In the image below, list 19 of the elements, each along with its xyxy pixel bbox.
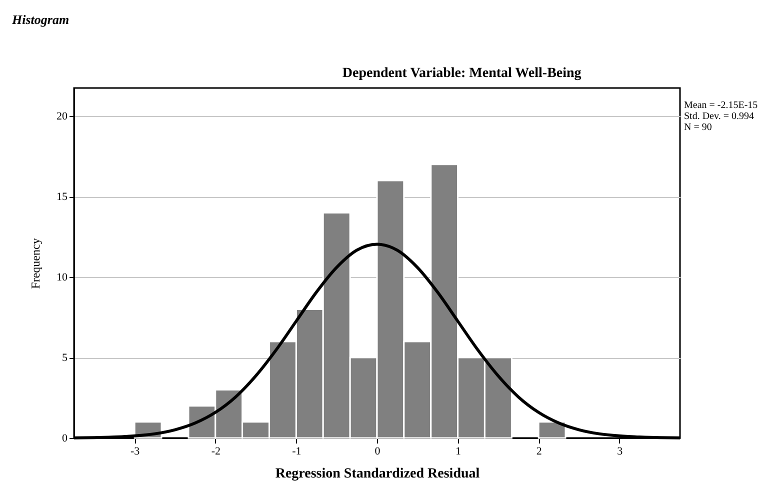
y-tick-label: 0 [62,432,68,444]
x-tick-label: -3 [130,446,140,458]
chart-title: Histogram [11,12,70,27]
chart-subtitle: Dependent Variable: Mental Well-Being [342,66,582,81]
x-tick-label: 1 [456,446,462,458]
x-tick-label: -1 [292,446,302,458]
y-tick-label: 5 [62,352,68,364]
y-tick-label: 10 [56,272,68,284]
text: Mean = -2.15E-15 [684,100,758,111]
y-tick-label: 20 [56,110,68,123]
x-tick-label: -2 [211,446,220,458]
x-tick-label: 3 [617,446,624,458]
x-tick-label: 2 [536,446,542,458]
x-axis-title: Regression Standardized Residual [275,466,480,482]
y-axis-title: Frequency [28,238,42,289]
y-tick-label: 15 [56,191,68,204]
x-tick-label: 0 [374,446,381,458]
text: N = 90 [684,122,712,133]
text: Std. Dev. = 0.994 [684,111,754,122]
